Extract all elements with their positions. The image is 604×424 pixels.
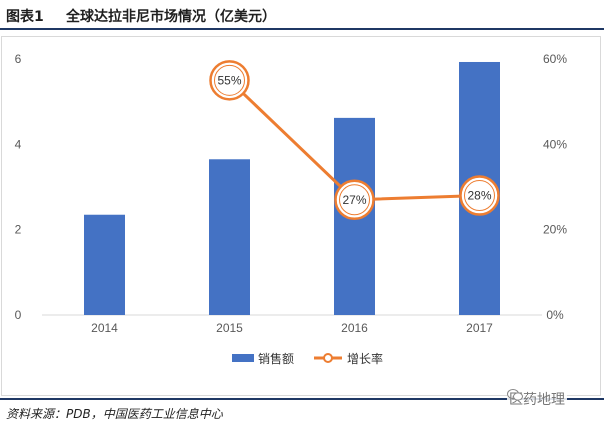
data-label-ring: [209, 60, 250, 101]
y-left-tick-label: 6: [15, 52, 22, 66]
chart-area: 0 2 4 6 0% 20% 40% 60% 2014 2015 2016 2017 55% 27% 28%…: [1, 36, 601, 396]
legend-label-line: 增长率: [347, 351, 383, 366]
data-label-ring: [334, 179, 375, 221]
x-tick-label: 2016: [341, 321, 368, 335]
data-label-ring-inner: [339, 184, 370, 216]
data-label: 28%: [467, 189, 491, 203]
y-right-tick-label: 0%: [546, 308, 564, 322]
source-note: 资料来源：PDB，中国医药工业信息中心: [6, 407, 223, 421]
figure-footer: 资料来源：PDB，中国医药工业信息中心: [0, 398, 604, 424]
data-label-ring-inner: [214, 64, 245, 96]
y-right-tick-label: 60%: [543, 52, 567, 66]
wechat-icon: [507, 389, 523, 401]
watermark: 医药地理: [507, 389, 567, 409]
y-right-tick-label: 40%: [543, 137, 567, 151]
data-label-ring: [459, 175, 500, 216]
figure-header: 图表1 全球达拉非尼市场情况（亿美元）: [0, 0, 604, 30]
watermark-text: 医药地理: [509, 392, 565, 408]
bar: [84, 214, 125, 315]
bar: [209, 159, 250, 315]
y-left-tick-label: 2: [15, 223, 22, 237]
y-left-tick-label: 0: [15, 308, 22, 322]
legend-marker-line: [323, 353, 333, 363]
data-label: 55%: [217, 73, 241, 87]
data-label-ring-inner: [464, 180, 495, 212]
figure-number: 图表1: [6, 9, 44, 25]
x-tick-label: 2014: [91, 321, 118, 335]
y-left-tick-label: 4: [15, 137, 22, 151]
x-tick-label: 2015: [216, 321, 243, 335]
legend-swatch-bar: [232, 354, 254, 362]
x-tick-label: 2017: [466, 321, 493, 335]
data-label: 27%: [342, 193, 366, 207]
figure-title: 全球达拉非尼市场情况（亿美元）: [66, 9, 276, 25]
legend-label-bar: 销售额: [258, 351, 294, 366]
y-right-tick-label: 20%: [543, 223, 567, 237]
